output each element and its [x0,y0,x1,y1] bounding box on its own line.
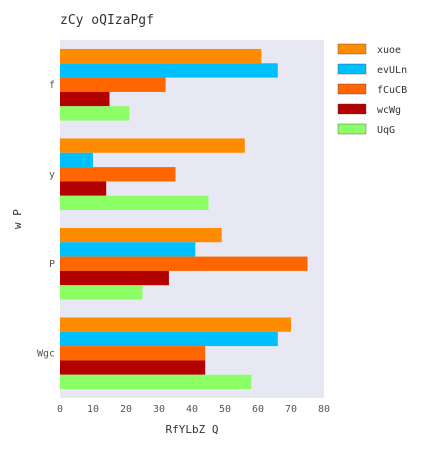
bar-fCuCB-Wgc [60,346,206,361]
bar-xuoe-f [60,48,262,64]
x-tick-label: 30 [153,404,165,415]
x-tick-label: 40 [186,404,198,415]
chart-title: zCy oQIzaPgf [60,13,154,28]
y-tick-label: Wgc [37,348,55,359]
bar-wcWg-f [60,91,110,107]
bars-layer [60,48,308,390]
legend-swatch-wcWg [337,103,367,115]
legend-swatch-UqG [337,123,367,135]
x-tick-label: 20 [120,404,132,415]
x-tick-label: 60 [252,404,264,415]
x-tick-label: 0 [57,404,63,415]
bar-UqG-P [60,285,143,300]
y-tick-label: y [49,169,55,180]
legend-label-xuoe: xuoe [377,45,401,56]
x-tick-label: 10 [87,404,99,415]
legend-label-fCuCB: fCuCB [377,85,407,96]
bar-fCuCB-y [60,167,176,182]
bar-xuoe-P [60,227,222,243]
bar-wcWg-y [60,181,107,196]
y-tick-label: f [49,80,55,91]
bar-evULn-y [60,152,93,168]
bar-wcWg-P [60,270,169,286]
bar-xuoe-Wgc [60,317,291,332]
bar-evULn-f [60,63,278,78]
bar-xuoe-y [60,138,245,153]
legend-swatch-evULn [337,63,367,75]
bar-UqG-y [60,195,209,211]
bar-UqG-f [60,106,130,121]
bar-fCuCB-f [60,77,166,92]
legend: xuoe evULn fCuCB wcWg UqG [337,43,407,136]
bar-wcWg-Wgc [60,360,206,375]
x-tick-label: 70 [285,404,297,415]
x-axis-label: RfYLbZ Q [166,423,219,436]
legend-label-evULn: evULn [377,65,407,76]
y-tick-label: P [49,259,55,270]
bar-fCuCB-P [60,256,308,271]
legend-swatch-xuoe [337,43,367,55]
legend-label-wcWg: wcWg [377,105,401,116]
x-tick-label: 50 [219,404,231,415]
x-tick-label: 80 [318,404,330,415]
legend-swatch-fCuCB [337,83,367,95]
bar-evULn-P [60,242,196,257]
legend-label-UqG: UqG [377,125,395,136]
y-axis-label: w P [11,209,24,229]
x-tick-labels: 0 10 20 30 40 50 60 70 80 [57,404,330,415]
bar-UqG-Wgc [60,374,252,390]
y-tick-labels: f y P Wgc [37,80,55,360]
bar-evULn-Wgc [60,331,278,347]
